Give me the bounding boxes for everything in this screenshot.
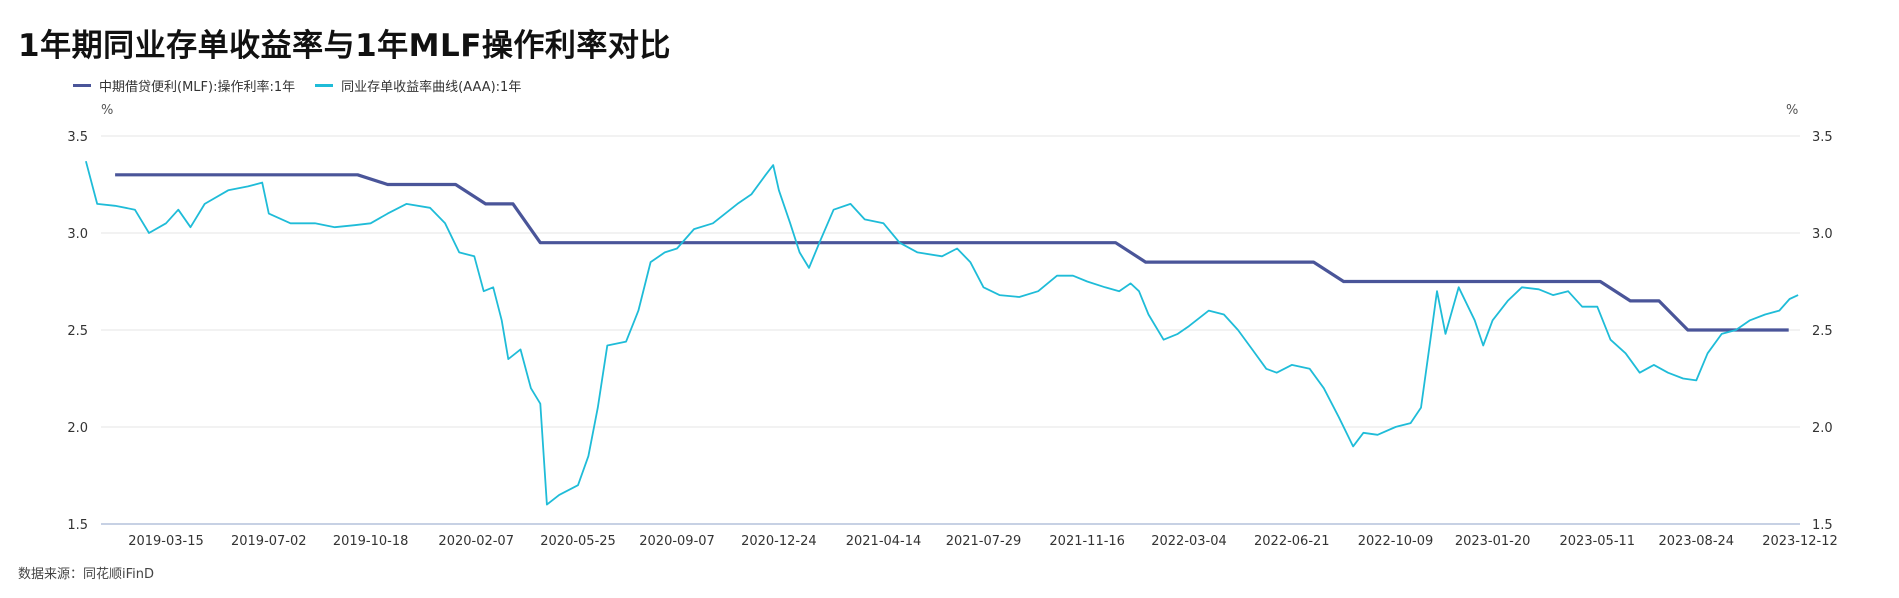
y-tick-left: 1.5 (67, 518, 88, 533)
x-tick-label: 2020-09-07 (639, 534, 715, 549)
x-tick-label: 2022-03-04 (1151, 534, 1227, 549)
legend-swatch-ncd (315, 84, 334, 87)
y-tick-left: 2.5 (67, 324, 88, 339)
legend-label-mlf: 中期借贷便利(MLF):操作利率:1年 (99, 80, 296, 95)
x-tick-label: 2023-01-20 (1455, 534, 1531, 549)
y-tick-right: 3.5 (1812, 130, 1833, 145)
y-unit-right: % (1786, 103, 1798, 118)
series-lines (85, 160, 1799, 506)
x-tick-label: 2019-07-02 (231, 534, 307, 549)
y-tick-left: 3.5 (67, 130, 88, 145)
legend-swatch-mlf (73, 84, 91, 87)
x-tick-label: 2023-08-24 (1659, 534, 1735, 549)
y-tick-left: 2.0 (67, 421, 88, 436)
legend: 中期借贷便利(MLF):操作利率:1年 同业存单收益率曲线(AAA):1年 (73, 76, 521, 95)
y-unit-left: % (101, 103, 113, 118)
data-source: 数据来源：同花顺iFinD (18, 567, 155, 582)
x-tick-label: 2021-11-16 (1049, 534, 1125, 549)
grid-lines (101, 135, 1800, 525)
y-tick-right: 3.0 (1812, 227, 1833, 242)
y-axis-right: 3.5 3.0 2.5 2.0 1.5 (1812, 130, 1833, 533)
x-tick-label: 2023-05-11 (1560, 534, 1636, 549)
y-tick-right: 2.5 (1812, 324, 1833, 339)
legend-label-ncd: 同业存单收益率曲线(AAA):1年 (341, 80, 522, 95)
x-tick-label: 2021-04-14 (846, 534, 922, 549)
chart-title: 1年期同业存单收益率与1年MLF操作利率对比 (18, 28, 671, 64)
x-tick-label: 2022-10-09 (1358, 534, 1434, 549)
x-tick-label: 2020-12-24 (741, 534, 817, 549)
series-line-mlf (115, 173, 1789, 332)
x-tick-label: 2019-03-15 (128, 534, 204, 549)
x-tick-label: 2020-02-07 (438, 534, 514, 549)
x-tick-label: 2022-06-21 (1254, 534, 1330, 549)
x-tick-label: 2019-10-18 (333, 534, 409, 549)
y-tick-right: 1.5 (1812, 518, 1833, 533)
y-tick-right: 2.0 (1812, 421, 1833, 436)
x-axis: 2019-03-15 2019-07-02 2019-10-18 2020-02-07… (128, 534, 1838, 549)
y-axis-left: 3.5 3.0 2.5 2.0 1.5 (67, 130, 88, 533)
x-tick-label: 2023-12-12 (1762, 534, 1838, 549)
legend-item-ncd[interactable]: 同业存单收益率曲线(AAA):1年 (315, 76, 521, 95)
x-tick-label: 2021-07-29 (946, 534, 1022, 549)
y-tick-left: 3.0 (67, 227, 88, 242)
series-line-ncd (85, 160, 1799, 506)
x-tick-label: 2020-05-25 (540, 534, 616, 549)
legend-item-mlf[interactable]: 中期借贷便利(MLF):操作利率:1年 (73, 76, 295, 95)
